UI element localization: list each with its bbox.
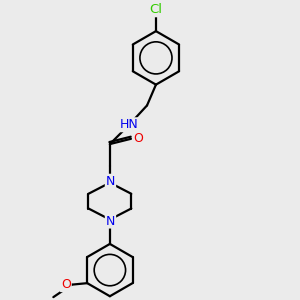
Text: O: O [61,278,71,291]
Text: HN: HN [120,118,139,131]
Text: N: N [106,175,115,188]
Text: N: N [106,214,115,227]
Text: Cl: Cl [149,3,162,16]
Text: O: O [133,132,143,145]
